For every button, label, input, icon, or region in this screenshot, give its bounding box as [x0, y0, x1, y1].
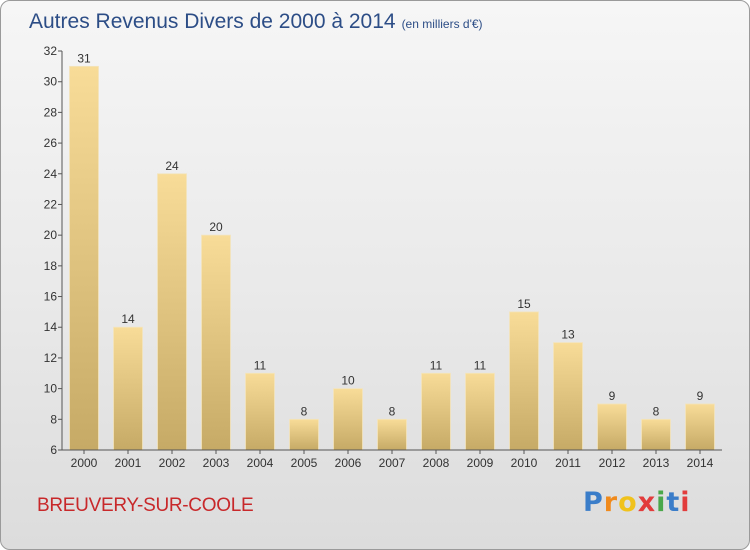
chart-unit: (en milliers d'€): [401, 17, 483, 31]
logo-letter: t: [666, 487, 681, 518]
bar-2001: [113, 326, 143, 451]
bar-value-label-2007: 8: [389, 404, 396, 418]
bar-2013: [641, 418, 671, 451]
x-tick-label-2004: 2004: [247, 456, 274, 470]
x-tick-label-2011: 2011: [555, 456, 581, 470]
x-tick-label-2002: 2002: [159, 456, 186, 470]
y-tick-label-14: 14: [44, 320, 58, 334]
bar-2004: [245, 372, 275, 451]
logo-letter: r: [603, 487, 619, 518]
bar-value-label-2012: 9: [609, 389, 616, 403]
y-tick-label-30: 30: [44, 75, 58, 89]
bar-2006: [333, 388, 363, 451]
x-tick-label-2008: 2008: [423, 456, 450, 470]
bar-value-label-2008: 11: [430, 358, 443, 372]
axes: 2000 2001 2002 2003 2004 2005 2006 2007 2008 2009…: [44, 44, 722, 470]
bar-2010: [509, 311, 539, 451]
bar-2003: [201, 234, 231, 451]
y-tick-label-12: 12: [44, 351, 58, 365]
bar-group: 31 14 24 20 11 8 10 8 11 11 15 13 9 8 9: [69, 51, 715, 451]
logo-letter: P: [583, 487, 604, 518]
bar-value-label-2001: 14: [121, 312, 135, 326]
y-tick-label-26: 26: [44, 136, 58, 150]
x-tick-label-2014: 2014: [687, 456, 714, 470]
bar-value-label-2005: 8: [301, 404, 308, 418]
proxiti-logo[interactable]: Proxiti: [583, 487, 691, 518]
y-tick-label-8: 8: [50, 412, 57, 426]
y-tick-label-20: 20: [44, 228, 58, 242]
bar-value-label-2004: 11: [254, 358, 267, 372]
bar-value-label-2010: 15: [517, 297, 531, 311]
y-tick-label-24: 24: [44, 167, 58, 181]
x-tick-label-2003: 2003: [203, 456, 230, 470]
y-tick-label-16: 16: [44, 290, 58, 304]
bar-2012: [597, 403, 627, 451]
logo-letter: i: [680, 487, 691, 518]
logo-letter: o: [618, 487, 638, 518]
bar-value-label-2014: 9: [697, 389, 704, 403]
commune-name: BREUVERY-SUR-COOLE: [37, 495, 254, 516]
bar-2011: [553, 342, 583, 451]
x-tick-label-2007: 2007: [379, 456, 406, 470]
y-tick-label-10: 10: [44, 382, 58, 396]
y-tick-label-18: 18: [44, 259, 58, 273]
x-tick-label-2006: 2006: [335, 456, 362, 470]
bar-value-label-2002: 24: [165, 159, 179, 173]
bar-2000: [69, 65, 99, 451]
x-tick-label-2012: 2012: [599, 456, 626, 470]
y-tick-label-28: 28: [44, 105, 58, 119]
bar-2014: [685, 403, 715, 451]
chart-title: Autres Revenus Divers de 2000 à 2014 (en …: [29, 10, 483, 34]
bar-value-label-2003: 20: [209, 220, 223, 234]
y-tick-label-32: 32: [44, 44, 58, 58]
bar-2007: [377, 418, 407, 451]
bar-value-label-2011: 13: [561, 328, 575, 342]
x-tick-label-2013: 2013: [643, 456, 670, 470]
x-tick-label-2010: 2010: [511, 456, 538, 470]
bar-value-label-2009: 11: [474, 358, 487, 372]
y-tick-label-22: 22: [44, 197, 58, 211]
x-tick-label-2005: 2005: [291, 456, 318, 470]
x-tick-label-2001: 2001: [115, 456, 142, 470]
y-tick-label-6: 6: [50, 443, 57, 457]
bar-value-label-2013: 8: [653, 404, 660, 418]
bar-value-label-2000: 31: [77, 51, 91, 65]
bar-2009: [465, 372, 495, 451]
logo-letter: x: [637, 487, 657, 518]
x-tick-label-2000: 2000: [71, 456, 98, 470]
bar-2008: [421, 372, 451, 451]
bar-value-label-2006: 10: [341, 374, 355, 388]
logo-letter: i: [656, 487, 667, 518]
x-tick-label-2009: 2009: [467, 456, 494, 470]
bar-2005: [289, 418, 319, 451]
chart-title-text: Autres Revenus Divers de 2000 à 2014: [29, 10, 396, 33]
bar-2002: [157, 173, 187, 451]
